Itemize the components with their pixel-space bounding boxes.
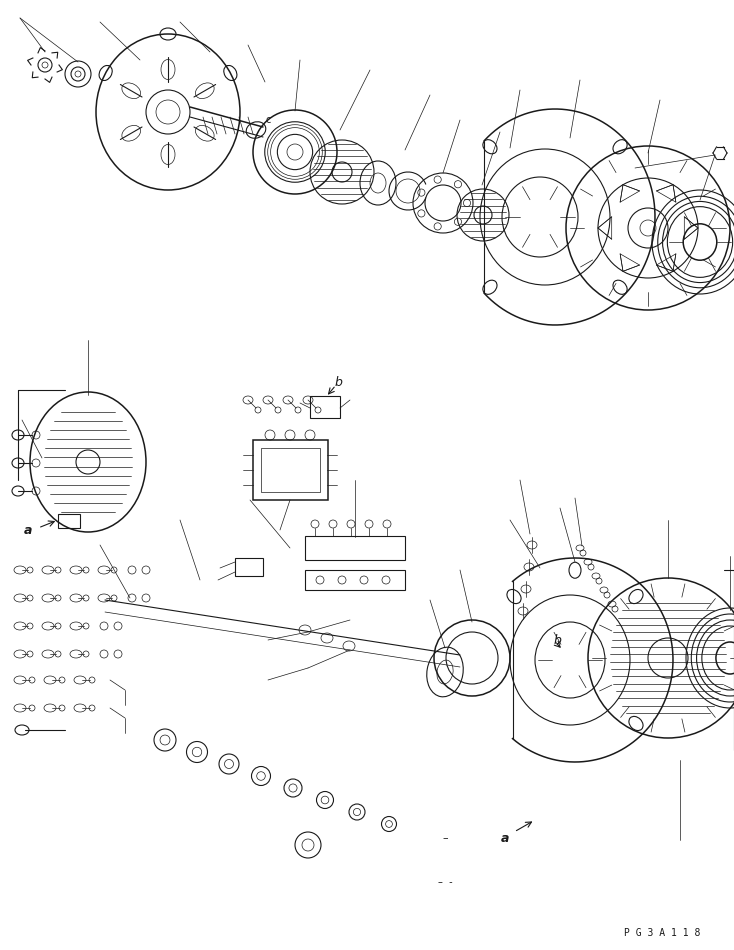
Text: c: c (265, 115, 271, 125)
Text: a: a (501, 831, 509, 845)
Bar (305, 570, 405, 590)
Bar (310, 396, 340, 418)
Text: P G 3 A 1 1 8: P G 3 A 1 1 8 (624, 928, 700, 938)
Bar (235, 558, 263, 576)
Text: a: a (23, 523, 32, 537)
Text: –  -: – - (437, 877, 452, 887)
Text: –: – (442, 833, 448, 843)
Bar (58, 514, 80, 528)
Bar (253, 440, 328, 500)
Bar (305, 536, 405, 560)
Bar (261, 448, 320, 492)
Text: b: b (553, 634, 561, 647)
Text: b: b (334, 375, 342, 389)
